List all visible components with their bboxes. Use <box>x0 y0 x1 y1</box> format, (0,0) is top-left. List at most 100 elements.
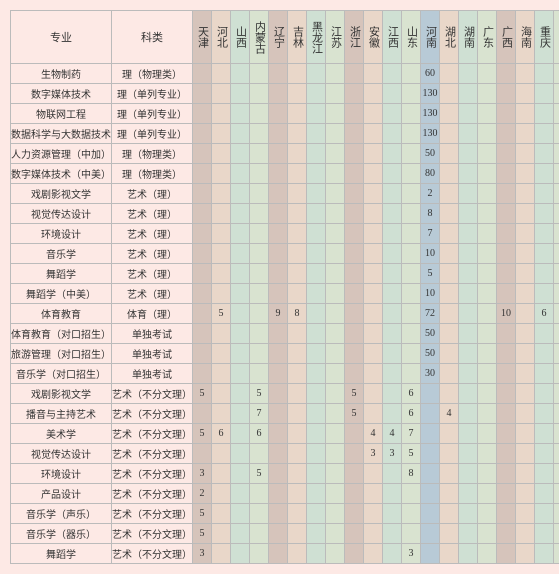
cell-value <box>326 164 345 184</box>
cell-value <box>402 264 421 284</box>
cell-value <box>383 504 402 524</box>
cell-major: 戏剧影视文学 <box>11 384 112 404</box>
cell-value <box>440 504 459 524</box>
cell-value <box>250 524 269 544</box>
cell-value <box>459 444 478 464</box>
cell-value <box>345 124 364 144</box>
cell-value <box>402 64 421 84</box>
cell-value <box>554 324 559 344</box>
cell-value <box>288 284 307 304</box>
cell-value <box>497 504 516 524</box>
cell-value <box>364 84 383 104</box>
cell-major: 生物制药 <box>11 64 112 84</box>
cell-value <box>250 344 269 364</box>
table-row: 环境设计艺术（不分文理）3585 <box>11 464 559 484</box>
cell-value <box>193 224 212 244</box>
cell-value <box>440 224 459 244</box>
cell-value: 5 <box>345 404 364 424</box>
cell-value <box>497 444 516 464</box>
cell-value <box>288 464 307 484</box>
table-row: 舞蹈学（中美）艺术（理）10 <box>11 284 559 304</box>
cell-value <box>383 84 402 104</box>
cell-subject: 单独考试 <box>112 324 193 344</box>
cell-value <box>459 84 478 104</box>
cell-value <box>535 424 554 444</box>
cell-value <box>269 284 288 304</box>
cell-value <box>326 384 345 404</box>
cell-subject: 单独考试 <box>112 364 193 384</box>
cell-value <box>288 424 307 444</box>
table-row: 数字媒体技术（中美）理（物理类）80 <box>11 164 559 184</box>
cell-value <box>212 164 231 184</box>
cell-major: 视觉传达设计 <box>11 204 112 224</box>
cell-value <box>497 364 516 384</box>
cell-value <box>345 164 364 184</box>
cell-value <box>516 304 535 324</box>
cell-value <box>383 124 402 144</box>
cell-value <box>421 384 440 404</box>
cell-value <box>421 524 440 544</box>
cell-value <box>250 284 269 304</box>
cell-value <box>478 444 497 464</box>
cell-value <box>307 504 326 524</box>
cell-value <box>307 104 326 124</box>
cell-value <box>269 244 288 264</box>
cell-value <box>535 84 554 104</box>
cell-value <box>440 144 459 164</box>
cell-value <box>212 64 231 84</box>
cell-value: 3 <box>193 544 212 564</box>
cell-value <box>497 124 516 144</box>
cell-value <box>307 144 326 164</box>
cell-value <box>383 104 402 124</box>
cell-value <box>516 544 535 564</box>
cell-value <box>478 484 497 504</box>
cell-value <box>535 144 554 164</box>
cell-major: 音乐学（声乐） <box>11 504 112 524</box>
cell-value: 72 <box>421 304 440 324</box>
cell-value <box>554 424 559 444</box>
cell-value: 130 <box>421 124 440 144</box>
cell-value <box>459 484 478 504</box>
cell-value <box>212 244 231 264</box>
cell-subject: 艺术（理） <box>112 184 193 204</box>
cell-value <box>250 104 269 124</box>
cell-subject: 理（物理类） <box>112 64 193 84</box>
cell-value <box>345 204 364 224</box>
cell-value <box>288 324 307 344</box>
cell-value <box>193 124 212 144</box>
cell-major: 环境设计 <box>11 464 112 484</box>
cell-value <box>459 144 478 164</box>
cell-value <box>269 544 288 564</box>
cell-value <box>421 484 440 504</box>
cell-major: 数字媒体技术 <box>11 84 112 104</box>
cell-value <box>231 64 250 84</box>
cell-value <box>364 224 383 244</box>
cell-value <box>269 524 288 544</box>
cell-value <box>554 204 559 224</box>
cell-value <box>364 284 383 304</box>
cell-value <box>383 284 402 304</box>
table-row: 数字媒体技术理（单列专业）130 <box>11 84 559 104</box>
cell-value <box>326 224 345 244</box>
cell-major: 播音与主持艺术 <box>11 404 112 424</box>
cell-value <box>535 244 554 264</box>
cell-value <box>326 184 345 204</box>
cell-value <box>535 184 554 204</box>
cell-value: 3 <box>383 444 402 464</box>
cell-value <box>383 164 402 184</box>
cell-value <box>459 64 478 84</box>
cell-subject: 艺术（不分文理） <box>112 544 193 564</box>
cell-value: 6 <box>535 304 554 324</box>
cell-major: 数据科学与大数据技术 <box>11 124 112 144</box>
cell-value <box>459 104 478 124</box>
cell-value <box>288 404 307 424</box>
cell-value <box>440 124 459 144</box>
cell-value <box>212 264 231 284</box>
cell-value <box>554 544 559 564</box>
cell-value <box>231 244 250 264</box>
cell-subject: 理（单列专业） <box>112 84 193 104</box>
cell-value <box>212 344 231 364</box>
cell-value <box>212 224 231 244</box>
cell-major: 音乐学（器乐） <box>11 524 112 544</box>
cell-value <box>212 144 231 164</box>
